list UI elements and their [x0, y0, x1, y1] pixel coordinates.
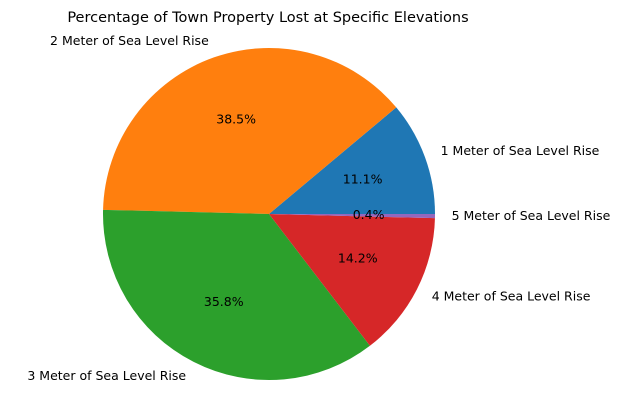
chart-title: Percentage of Town Property Lost at Spec…	[67, 10, 468, 26]
slice-category-label-1: 1 Meter of Sea Level Rise	[441, 143, 600, 158]
slice-percent-label-1: 11.1%	[343, 171, 383, 186]
pie-slice-1	[269, 107, 435, 214]
pie-slice-3	[102, 209, 370, 381]
slice-category-label-3: 3 Meter of Sea Level Rise	[27, 368, 186, 383]
pie-slices	[102, 47, 436, 381]
pie-slice-5	[269, 214, 436, 219]
slice-category-label-5: 5 Meter of Sea Level Rise	[452, 208, 611, 223]
slice-percent-label-5: 0.4%	[353, 207, 385, 222]
slice-category-label-2: 2 Meter of Sea Level Rise	[50, 33, 209, 48]
slice-percent-label-4: 14.2%	[338, 251, 378, 266]
pie-labels: 1 Meter of Sea Level Rise 11.1% 2 Meter of…	[27, 33, 610, 383]
slice-percent-label-2: 38.5%	[216, 111, 256, 126]
slice-category-label-4: 4 Meter of Sea Level Rise	[432, 288, 591, 303]
pie-slice-2	[103, 47, 397, 215]
slice-percent-label-3: 35.8%	[204, 294, 244, 309]
pie-slice-4	[269, 214, 435, 346]
